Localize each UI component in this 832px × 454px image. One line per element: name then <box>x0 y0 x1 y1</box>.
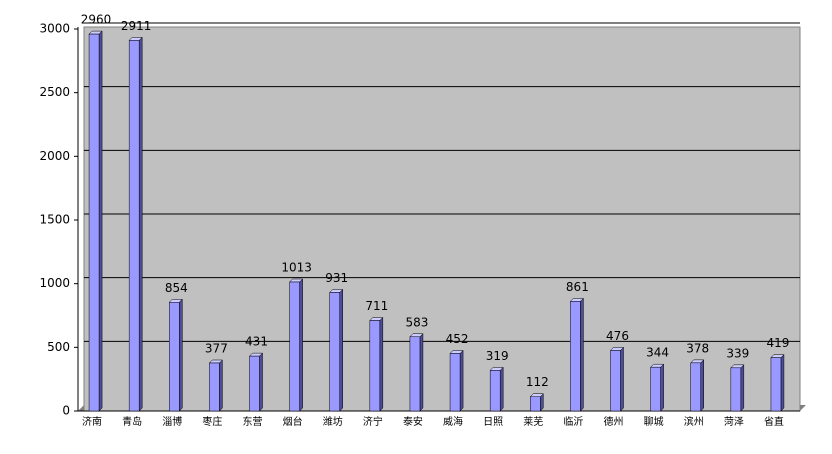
bar-side <box>700 359 704 412</box>
data-label: 711 <box>365 299 388 313</box>
data-label: 931 <box>325 271 348 285</box>
y-tick-label: 1500 <box>39 213 70 227</box>
data-label: 339 <box>726 346 749 360</box>
bar <box>690 362 701 412</box>
bar <box>770 357 782 412</box>
x-tick-label: 泰安 <box>403 415 423 428</box>
data-label: 344 <box>646 346 669 360</box>
data-label: 476 <box>606 329 629 343</box>
bar-side <box>660 363 664 412</box>
x-tick-label: 聊城 <box>644 415 664 428</box>
y-tick-label: 500 <box>47 340 70 354</box>
bar <box>249 355 260 412</box>
x-tick-label: 潍坊 <box>323 415 343 428</box>
bar <box>369 320 381 412</box>
x-tick-label: 烟台 <box>283 415 303 428</box>
data-label: 854 <box>165 281 188 295</box>
y-tick-label: 3000 <box>39 22 70 36</box>
bar-side <box>780 354 785 412</box>
x-tick-label: 莱芜 <box>523 415 543 428</box>
data-label: 452 <box>446 332 469 346</box>
x-tick-label: 菏泽 <box>724 416 744 428</box>
x-tick-label: 日照 <box>483 416 503 428</box>
bar <box>409 336 421 412</box>
x-tick-label: 省直 <box>764 415 784 428</box>
bar-side <box>339 288 343 412</box>
bar-side <box>259 352 263 412</box>
x-tick-label: 枣庄 <box>202 415 222 428</box>
bar-side <box>740 364 745 412</box>
bar <box>570 301 581 412</box>
bar <box>169 302 180 412</box>
bar <box>489 370 501 412</box>
data-label: 377 <box>205 341 228 355</box>
x-tick-label: 威海 <box>443 415 463 428</box>
data-label: 1013 <box>281 261 312 275</box>
bar <box>88 33 100 412</box>
bar-side <box>299 278 303 412</box>
bar-side <box>459 349 464 412</box>
bar <box>128 40 140 412</box>
data-label: 419 <box>766 336 789 350</box>
bar-side <box>620 346 624 412</box>
bar <box>209 362 220 412</box>
data-label: 378 <box>686 341 709 355</box>
bar-side <box>98 30 103 412</box>
y-tick-label: 0 <box>62 404 70 418</box>
data-label: 861 <box>566 280 589 294</box>
bar-side <box>138 36 143 412</box>
bar-side <box>219 359 223 412</box>
bar <box>610 350 621 412</box>
bar-side <box>179 298 183 412</box>
x-tick-label: 济南 <box>82 415 102 428</box>
bar <box>449 353 461 412</box>
data-label: 319 <box>486 349 509 363</box>
bar <box>289 281 300 412</box>
x-tick-label: 德州 <box>604 415 624 428</box>
x-tick-label: 淄博 <box>162 415 182 428</box>
data-label: 431 <box>245 335 268 349</box>
bar-side <box>379 316 384 412</box>
bar-side <box>580 297 584 412</box>
bar <box>730 367 742 412</box>
y-tick-label: 2000 <box>39 149 70 163</box>
data-label: 2960 <box>81 13 112 27</box>
bar <box>650 366 661 412</box>
x-tick-label: 济宁 <box>363 415 383 428</box>
bar-side <box>499 366 504 412</box>
y-tick-label: 2500 <box>39 85 70 99</box>
x-tick-label: 临沂 <box>563 415 583 428</box>
x-tick-label: 滨州 <box>684 415 704 428</box>
plot-area <box>83 26 801 412</box>
x-tick-label: 青岛 <box>122 415 142 428</box>
data-label: 2911 <box>121 19 152 33</box>
bar-side <box>419 333 424 412</box>
bar <box>329 292 340 412</box>
data-label: 112 <box>526 375 549 389</box>
bar <box>530 396 541 412</box>
x-tick-label: 东营 <box>243 415 263 428</box>
y-tick-label: 1000 <box>39 276 70 290</box>
data-label: 583 <box>405 315 428 329</box>
